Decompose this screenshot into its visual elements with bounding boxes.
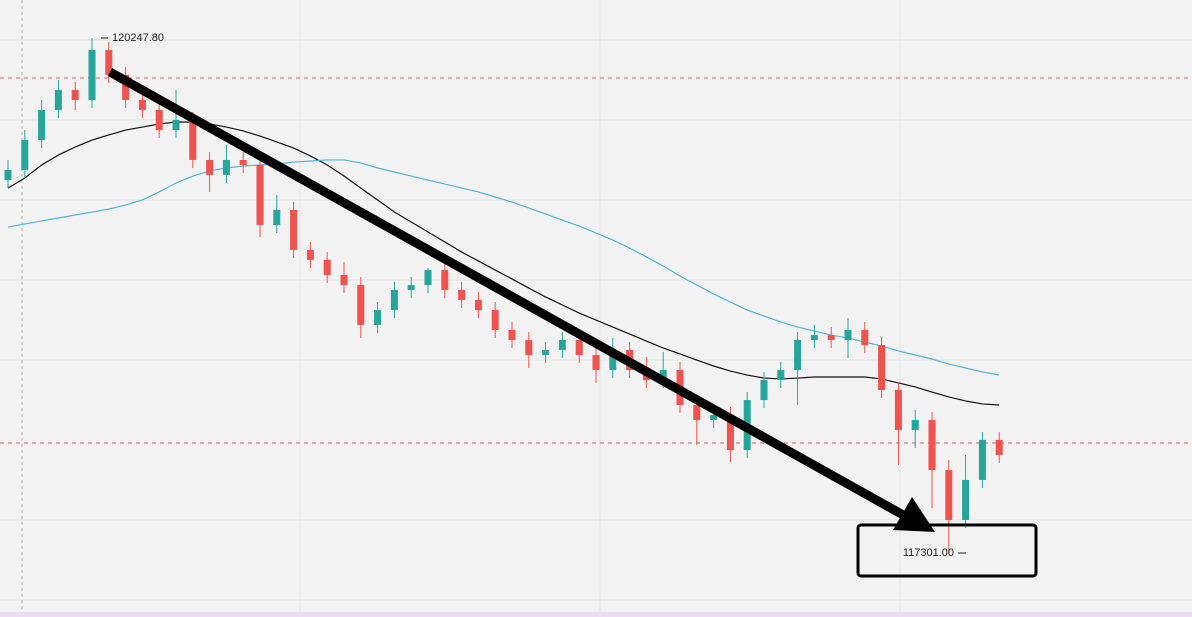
candle-body bbox=[794, 339, 802, 371]
candle-body bbox=[928, 420, 936, 470]
candle-body bbox=[21, 140, 29, 170]
candle-body bbox=[71, 90, 79, 101]
candle-body bbox=[407, 285, 415, 290]
candle-body bbox=[592, 354, 600, 371]
candle-body bbox=[659, 370, 667, 380]
candle-body bbox=[827, 335, 835, 340]
candle-body bbox=[189, 119, 197, 160]
candle-body bbox=[525, 339, 533, 355]
bottom-pane-edge bbox=[0, 612, 1192, 617]
candle-body bbox=[777, 370, 785, 380]
annotations: 120247.80 117301.00 bbox=[101, 32, 966, 559]
candle-body bbox=[861, 329, 869, 346]
candle-body bbox=[256, 165, 264, 225]
candle-body bbox=[38, 109, 46, 141]
candle-body bbox=[978, 439, 986, 480]
candle-body bbox=[441, 270, 449, 290]
candle-body bbox=[206, 159, 214, 175]
candle-body bbox=[844, 329, 852, 340]
candle-body bbox=[357, 285, 365, 325]
candle-body bbox=[491, 310, 499, 330]
candle-body bbox=[290, 209, 298, 250]
candle-body bbox=[323, 259, 331, 275]
candle-body bbox=[710, 414, 718, 421]
arrow-head bbox=[893, 497, 935, 532]
candle-body bbox=[390, 289, 398, 311]
candle-body bbox=[575, 339, 583, 355]
candle-body bbox=[424, 270, 432, 286]
candle-body bbox=[340, 274, 348, 286]
highlight-box bbox=[856, 523, 1038, 578]
candle-body bbox=[609, 349, 617, 371]
candle-body bbox=[172, 119, 180, 131]
candle-body bbox=[374, 310, 382, 325]
candle-body bbox=[558, 339, 566, 350]
candle-body bbox=[458, 289, 466, 300]
candle-body bbox=[911, 420, 919, 430]
candle-body bbox=[88, 50, 96, 101]
candle-body bbox=[810, 335, 818, 340]
candle-body bbox=[138, 100, 146, 110]
candle-body bbox=[239, 159, 247, 166]
candle-body bbox=[945, 469, 953, 520]
low-label: 117301.00 bbox=[903, 547, 954, 559]
candle-body bbox=[54, 90, 62, 110]
candle-body bbox=[542, 349, 550, 355]
candle-body bbox=[474, 299, 482, 311]
candle-body bbox=[962, 479, 970, 520]
candle-body bbox=[155, 109, 163, 131]
candle-body bbox=[306, 249, 314, 260]
candle-body bbox=[693, 404, 701, 421]
candle-body bbox=[105, 50, 113, 76]
candle-body bbox=[894, 389, 902, 430]
candle-body bbox=[995, 439, 1003, 455]
candle-body bbox=[222, 159, 230, 175]
candle-body bbox=[508, 329, 516, 340]
trend-arrow bbox=[107, 68, 908, 520]
high-label: 120247.80 bbox=[112, 32, 164, 44]
candle-body bbox=[760, 379, 768, 401]
candle-body bbox=[4, 169, 12, 181]
candle-body bbox=[273, 209, 281, 225]
candle-body bbox=[878, 345, 886, 390]
candle-body bbox=[726, 414, 734, 451]
candle-body bbox=[122, 75, 130, 101]
